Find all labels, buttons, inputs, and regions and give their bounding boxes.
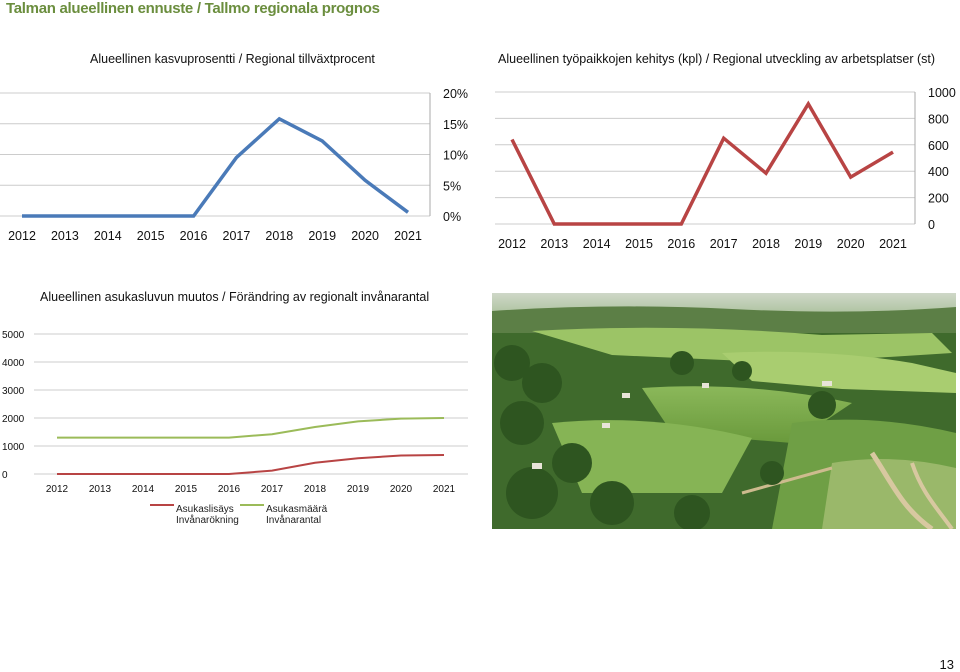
legend-swatch-increase bbox=[150, 504, 174, 506]
x-tick-label: 2017 bbox=[261, 484, 284, 495]
growth-chart-title: Alueellinen kasvuprosentti / Regional ti… bbox=[90, 52, 375, 66]
landscape-photo bbox=[492, 293, 956, 529]
x-tick-label: 2012 bbox=[8, 229, 36, 243]
x-tick-label: 2016 bbox=[180, 229, 208, 243]
x-tick-label: 2016 bbox=[218, 484, 241, 495]
y-tick-label: 200 bbox=[928, 192, 949, 206]
x-tick-label: 2020 bbox=[351, 229, 379, 243]
x-tick-label: 2017 bbox=[710, 237, 738, 251]
x-tick-label: 2018 bbox=[265, 229, 293, 243]
x-tick-label: 2018 bbox=[752, 237, 780, 251]
y-tick-label: 5000 bbox=[2, 330, 25, 341]
x-tick-label: 2020 bbox=[837, 237, 865, 251]
series-line bbox=[57, 417, 445, 439]
y-tick-label: 5% bbox=[443, 179, 461, 193]
legend-label-increase-fi: Asukaslisäys bbox=[176, 504, 234, 515]
x-tick-label: 2015 bbox=[625, 237, 653, 251]
x-tick-label: 2019 bbox=[308, 229, 336, 243]
legend-item-increase: Asukaslisäys Invånarökning bbox=[150, 504, 239, 526]
y-tick-label: 2000 bbox=[2, 414, 25, 425]
x-tick-label: 2012 bbox=[498, 237, 526, 251]
y-tick-label: 1000 bbox=[2, 442, 25, 453]
y-tick-label: 1000 bbox=[928, 86, 956, 100]
y-tick-label: 400 bbox=[928, 165, 949, 179]
y-tick-label: 10% bbox=[443, 149, 468, 163]
x-tick-label: 2021 bbox=[433, 484, 456, 495]
y-tick-label: 600 bbox=[928, 139, 949, 153]
y-tick-label: 4000 bbox=[2, 358, 25, 369]
x-tick-label: 2014 bbox=[94, 229, 122, 243]
x-tick-label: 2015 bbox=[175, 484, 198, 495]
legend-label-population-sv: Invånarantal bbox=[266, 515, 322, 526]
legend-label-population-fi: Asukasmäärä bbox=[266, 504, 328, 515]
x-tick-label: 2013 bbox=[89, 484, 112, 495]
y-tick-label: 0 bbox=[928, 218, 935, 232]
x-tick-label: 2019 bbox=[347, 484, 370, 495]
x-tick-label: 2016 bbox=[667, 237, 695, 251]
x-tick-label: 2013 bbox=[540, 237, 568, 251]
legend-label-increase-sv: Invånarökning bbox=[176, 515, 239, 526]
y-tick-label: 15% bbox=[443, 118, 468, 132]
x-tick-label: 2021 bbox=[394, 229, 422, 243]
y-tick-label: 800 bbox=[928, 112, 949, 126]
x-tick-label: 2017 bbox=[223, 229, 251, 243]
population-chart-title: Alueellinen asukasluvun muutos / Förändr… bbox=[40, 290, 430, 304]
x-tick-label: 2020 bbox=[390, 484, 413, 495]
y-tick-label: 0% bbox=[443, 210, 461, 224]
legend-swatch-population bbox=[240, 504, 264, 506]
landscape-photo-drawing bbox=[492, 293, 956, 529]
series-line bbox=[57, 454, 445, 475]
x-tick-label: 2013 bbox=[51, 229, 79, 243]
x-tick-label: 2014 bbox=[132, 484, 155, 495]
x-tick-label: 2012 bbox=[46, 484, 69, 495]
x-tick-label: 2014 bbox=[583, 237, 611, 251]
x-tick-label: 2019 bbox=[794, 237, 822, 251]
y-tick-label: 3000 bbox=[2, 386, 25, 397]
y-tick-label: 20% bbox=[443, 87, 468, 101]
series-line bbox=[510, 100, 894, 226]
x-tick-label: 2015 bbox=[137, 229, 165, 243]
y-tick-label: 0 bbox=[2, 470, 8, 481]
x-tick-label: 2018 bbox=[304, 484, 327, 495]
page-title: Talman alueellinen ennuste / Tallmo regi… bbox=[6, 0, 380, 17]
page-number: 13 bbox=[939, 657, 954, 672]
x-tick-label: 2021 bbox=[879, 237, 907, 251]
jobs-chart-title: Alueellinen työpaikkojen kehitys (kpl) /… bbox=[498, 52, 936, 66]
legend-item-population: Asukasmäärä Invånarantal bbox=[240, 504, 327, 526]
series-line bbox=[22, 116, 410, 218]
